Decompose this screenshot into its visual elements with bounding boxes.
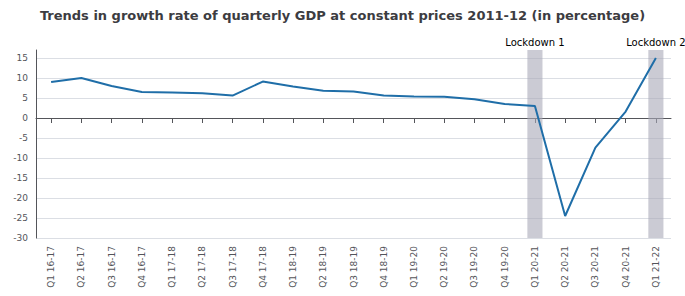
- svg-text:Q2 19-20: Q2 19-20: [439, 246, 449, 288]
- svg-text:Q1 20-21: Q1 20-21: [530, 246, 540, 288]
- svg-text:Q1 21-22: Q1 21-22: [651, 246, 661, 288]
- svg-text:Lockdown 2: Lockdown 2: [626, 37, 685, 48]
- svg-text:Lockdown 1: Lockdown 1: [505, 37, 564, 48]
- svg-text:Q3 20-21: Q3 20-21: [590, 246, 600, 288]
- svg-text:10: 10: [17, 73, 29, 83]
- svg-text:Q4 17-18: Q4 17-18: [258, 246, 268, 288]
- svg-text:-25: -25: [13, 213, 28, 223]
- svg-text:Q1 19-20: Q1 19-20: [409, 246, 419, 288]
- svg-text:Q3 17-18: Q3 17-18: [228, 246, 238, 288]
- svg-text:Q3 18-19: Q3 18-19: [349, 246, 359, 288]
- svg-text:-20: -20: [13, 193, 28, 203]
- svg-text:Q2 17-18: Q2 17-18: [197, 246, 207, 288]
- svg-text:Q4 19-20: Q4 19-20: [500, 246, 510, 288]
- svg-text:-5: -5: [19, 133, 28, 143]
- svg-text:5: 5: [22, 93, 28, 103]
- svg-text:Q4 18-19: Q4 18-19: [379, 246, 389, 288]
- svg-text:Trends in growth rate of quart: Trends in growth rate of quarterly GDP a…: [40, 8, 645, 23]
- svg-text:Q4 20-21: Q4 20-21: [621, 246, 631, 288]
- svg-text:-15: -15: [13, 173, 28, 183]
- svg-text:Q3 19-20: Q3 19-20: [469, 246, 479, 288]
- svg-text:Q1 18-19: Q1 18-19: [288, 246, 298, 288]
- svg-text:Q2 20-21: Q2 20-21: [560, 246, 570, 288]
- svg-text:Q2 16-17: Q2 16-17: [76, 246, 86, 288]
- svg-text:Q2 18-19: Q2 18-19: [318, 246, 328, 288]
- svg-text:Q3 16-17: Q3 16-17: [107, 246, 117, 288]
- svg-text:-10: -10: [13, 153, 28, 163]
- svg-text:Q1 17-18: Q1 17-18: [167, 246, 177, 288]
- svg-text:0: 0: [22, 113, 28, 123]
- svg-text:Q1 16-17: Q1 16-17: [46, 246, 56, 288]
- svg-text:Q4 16-17: Q4 16-17: [137, 246, 147, 288]
- svg-text:-30: -30: [13, 233, 28, 243]
- svg-text:15: 15: [17, 53, 28, 63]
